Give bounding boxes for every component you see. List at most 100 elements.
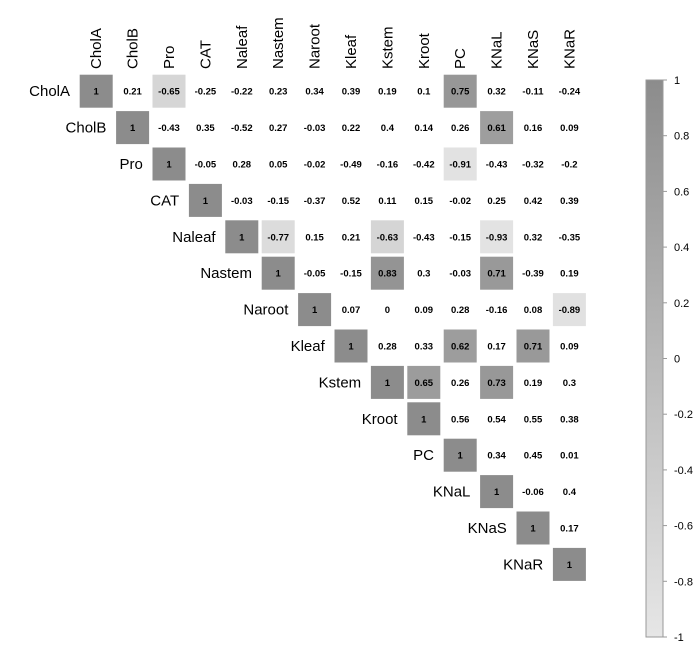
row-label: CholB — [66, 120, 107, 137]
cell-value: 0.55 — [524, 414, 543, 425]
row-label: Kstem — [319, 374, 362, 391]
colorbar-tick-label: -0.2 — [674, 409, 693, 421]
cell-value: -0.02 — [304, 160, 326, 171]
cell-value: 0.08 — [524, 305, 543, 316]
cell-value: 0.01 — [560, 451, 579, 462]
cell-value: -0.52 — [231, 123, 253, 134]
heatmap-cell — [443, 74, 477, 108]
cell-value: 0.09 — [560, 342, 579, 353]
cell-value: 0.19 — [524, 378, 543, 389]
cell-value: 0.33 — [415, 342, 434, 353]
cell-value: -0.42 — [413, 160, 435, 171]
row-label: KNaR — [503, 556, 543, 573]
cell-value: 0.39 — [560, 196, 579, 207]
colorbar-tick-label: -0.8 — [674, 576, 693, 588]
color-legend: 1 0.8 0.6 0.4 0.2 0 -0.2 -0.4 -0.6 -0.8 -1 — [645, 75, 693, 644]
cell-value: -0.24 — [559, 87, 581, 98]
heatmap-cell — [443, 438, 477, 472]
heatmap-cell — [407, 402, 441, 436]
cell-value: 0.75 — [451, 87, 470, 98]
heatmap-cell — [152, 147, 186, 181]
cell-value: 0.45 — [524, 451, 543, 462]
cell-value: 1 — [530, 524, 536, 535]
cell-value: 0.71 — [487, 269, 506, 280]
cell-value: 0.19 — [378, 87, 397, 98]
row-label: KNaS — [468, 520, 507, 537]
cell-value: 0.21 — [342, 232, 361, 243]
cell-value: 0.16 — [524, 123, 543, 134]
cell-value: 1 — [567, 560, 573, 571]
colorbar-tick-label: -1 — [674, 632, 684, 644]
cell-value: 0.56 — [451, 414, 470, 425]
cell-value: 0.28 — [451, 305, 470, 316]
cell-value: 0.09 — [560, 123, 579, 134]
cell-value: 0.32 — [487, 87, 506, 98]
cell-value: 0.52 — [342, 196, 361, 207]
cell-value: -0.43 — [413, 232, 435, 243]
cell-value: -0.03 — [231, 196, 253, 207]
colorbar-tick-label: 0.8 — [674, 131, 689, 143]
heatmap-cell — [225, 220, 259, 254]
cell-value: 0.14 — [415, 123, 434, 134]
heatmap-cell — [480, 256, 514, 290]
heatmap-cell — [298, 293, 332, 327]
cell-value: 0.28 — [378, 342, 397, 353]
cell-value: 0.07 — [342, 305, 361, 316]
column-label: Pro — [161, 46, 178, 69]
cell-value: -0.15 — [449, 232, 471, 243]
cell-value: -0.43 — [486, 160, 508, 171]
heatmap-cell — [152, 74, 186, 108]
column-label: KNaS — [525, 30, 542, 69]
cell-value: 0.62 — [451, 342, 470, 353]
cell-value: -0.2 — [561, 160, 577, 171]
cell-value: 1 — [276, 269, 282, 280]
cell-value: 0.26 — [451, 123, 470, 134]
row-label: PC — [413, 447, 434, 464]
cell-value: 0.4 — [381, 123, 395, 134]
column-label: KNaR — [561, 29, 578, 69]
cell-value: -0.05 — [304, 269, 326, 280]
heatmap-cell — [552, 547, 586, 581]
cell-value: 1 — [421, 414, 427, 425]
cell-value: 0.54 — [487, 414, 506, 425]
cell-value: 0.71 — [524, 342, 543, 353]
cell-value: -0.35 — [559, 232, 581, 243]
column-label: Nastem — [270, 17, 287, 69]
heatmap-cell — [79, 74, 113, 108]
cell-value: -0.89 — [559, 305, 581, 316]
colorbar-tick-label: -0.4 — [674, 465, 693, 477]
cell-value: -0.25 — [195, 87, 217, 98]
heatmap-cell — [480, 111, 514, 145]
cell-value: 1 — [239, 232, 245, 243]
cell-value: 0.39 — [342, 87, 361, 98]
cell-value: 0.32 — [524, 232, 543, 243]
cell-value: 0 — [385, 305, 390, 316]
cell-value: -0.15 — [267, 196, 289, 207]
colorbar-tick-label: 0.6 — [674, 186, 689, 198]
cell-value: 0.11 — [378, 196, 397, 207]
cell-value: 0.35 — [196, 123, 215, 134]
cell-value: 0.3 — [417, 269, 430, 280]
cell-value: 0.34 — [305, 87, 324, 98]
heatmap-cell — [261, 220, 295, 254]
cell-value: 0.22 — [342, 123, 361, 134]
cell-value: 0.05 — [269, 160, 288, 171]
cell-value: -0.37 — [304, 196, 326, 207]
cell-value: 0.38 — [560, 414, 579, 425]
row-label: Naleaf — [172, 229, 216, 246]
cell-value: 1 — [94, 87, 100, 98]
heatmap-cell — [370, 220, 404, 254]
heatmap-cell — [334, 329, 368, 363]
colorbar-gradient — [645, 79, 664, 638]
cell-value: 0.15 — [305, 232, 324, 243]
cell-value: 1 — [494, 487, 500, 498]
cell-value: -0.39 — [522, 269, 544, 280]
column-label: PC — [452, 48, 469, 69]
heatmap-cell — [116, 111, 150, 145]
cell-value: -0.65 — [158, 87, 180, 98]
heatmap-cell — [370, 365, 404, 399]
colorbar-tick-label: -0.6 — [674, 521, 693, 533]
colorbar-tick-label: 1 — [674, 75, 680, 87]
column-label: Kleaf — [343, 34, 360, 69]
